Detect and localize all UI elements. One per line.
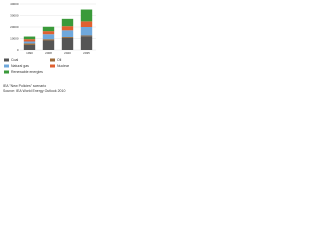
legend-label: Natural gas — [11, 64, 29, 68]
y-tick-label: 30000 — [10, 13, 19, 17]
bar-segment — [42, 40, 55, 50]
bar-segment — [80, 35, 93, 37]
bar-segment — [61, 37, 74, 38]
bar-segment — [42, 31, 55, 35]
bar-segment — [42, 39, 55, 41]
bar-segment — [80, 21, 93, 27]
annotation: Source: IEA World Energy Outlook 2010 — [3, 89, 65, 93]
legend-swatch — [50, 64, 55, 68]
bar-segment — [61, 18, 74, 27]
legend-label: Oil — [57, 58, 62, 62]
x-tick-label: 2020 — [64, 51, 71, 55]
x-tick-label: 2035 — [83, 51, 90, 55]
legend-swatch — [50, 58, 55, 62]
bar-segment — [42, 26, 55, 32]
chart: IEA "New Policies" scenario Source: IEA … — [3, 2, 96, 93]
bar-segment — [80, 36, 93, 50]
legend-swatch — [4, 64, 9, 68]
annotation: IEA "New Policies" scenario — [3, 84, 46, 88]
bar-segment — [23, 39, 36, 42]
bar-segment — [80, 27, 93, 36]
legend-label: Nuclear — [57, 64, 70, 68]
bar-segment — [61, 26, 74, 31]
x-tick-label: 2008 — [45, 51, 52, 55]
y-tick-label: 10000 — [10, 36, 19, 40]
bar-segment — [61, 30, 74, 38]
legend-label: Coal — [11, 58, 18, 62]
page: IEA "New Policies" scenario Source: IEA … — [0, 0, 100, 104]
x-tick-label: 1990 — [26, 51, 33, 55]
bar-segment — [42, 34, 55, 40]
y-tick-label: 20000 — [10, 25, 19, 29]
bar-segment — [23, 44, 36, 50]
y-tick-label: 0 — [17, 48, 19, 52]
bar-segment — [23, 41, 36, 44]
bar-segment — [23, 36, 36, 40]
legend-swatch — [4, 58, 9, 62]
bar-segment — [23, 43, 36, 45]
legend-label: Renewable energies — [11, 70, 43, 74]
legend-swatch — [4, 70, 9, 74]
bar-segment — [61, 37, 74, 50]
bar-segment — [80, 9, 93, 22]
y-tick-label: 40000 — [10, 2, 19, 6]
